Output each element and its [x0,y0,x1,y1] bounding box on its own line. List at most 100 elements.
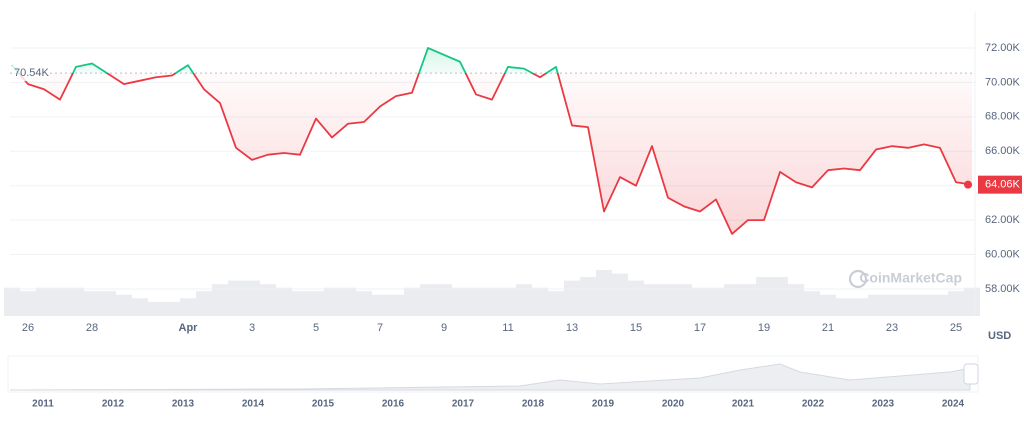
navigator-year: 2011 [32,399,54,410]
volume-bar [676,284,692,316]
plot-layer: 26 28 Apr 3 5 7 9 11 13 15 17 19 21 23 25 64.06K 70.54K [10,47,1022,334]
navigator-year: 2022 [802,399,825,410]
navigator-year: 2016 [382,399,405,410]
x-tick-label: 28 [86,322,98,334]
volume-bar [516,284,532,316]
navigator-area [9,363,971,391]
volume-bar [820,294,836,316]
volume-bar [4,287,20,316]
y-axis-label: USD [988,330,1011,342]
baseline-label: 70.54K [14,67,50,79]
y-tick-label: 72.00K [985,42,1021,54]
baseline-area [12,47,972,234]
volume-bar [564,280,580,316]
volume-bar [836,298,852,316]
volume-bar [260,284,276,316]
x-tick-label: 19 [758,322,770,334]
volume-bar [164,301,180,316]
volume-bar [292,291,308,316]
x-tick-label: Apr [179,322,199,334]
volume-bar [868,294,884,316]
volume-bar [596,270,612,316]
volume-bar [324,287,340,316]
x-tick-label: 23 [886,322,898,334]
x-tick-label: 3 [249,322,255,334]
x-tick-label: 9 [441,322,447,334]
volume-bar [964,287,980,316]
navigator-years: 2011 2012 2013 2014 2015 2016 2017 2018 2019 2020… [32,399,964,410]
volume-bar [804,291,820,316]
volume-bar [692,287,708,316]
volume-bar [388,294,404,316]
last-point [964,180,972,189]
navigator-year: 2014 [242,399,265,410]
volume-bar [148,301,164,316]
volume-bar [212,284,228,316]
volume-bar [340,287,356,316]
volume-bar [356,291,372,316]
volume-bar [644,284,660,316]
volume-bar [548,291,564,316]
watermark-logo [848,269,868,289]
volume-bar [452,287,468,316]
navigator-year: 2023 [872,399,895,410]
baseline-label-bg [12,65,48,82]
x-tick-label: 7 [377,322,383,334]
volume-bar [276,287,292,316]
navigator-year: 2013 [172,399,195,410]
volume-bar [612,273,628,316]
navigator-year: 2020 [662,399,685,410]
x-tick-label: 17 [694,322,706,334]
y-tick-label: 66.00K [985,145,1021,157]
volume-layer [4,270,980,316]
volume-bar [52,287,68,316]
volume-bar [372,294,388,316]
volume-bar [180,298,196,316]
volume-bar [708,287,724,316]
navigator-year: 2021 [732,399,755,410]
volume-bar [244,280,260,316]
navigator-year: 2024 [942,399,965,410]
volume-bar [948,291,964,316]
volume-bar [420,284,436,316]
y-tick-label: 70.00K [985,76,1021,88]
volume-bar [772,277,788,316]
volume-bar [532,287,548,316]
x-tick-label: 26 [22,322,34,334]
x-tick-label: 5 [313,322,319,334]
navigator-year: 2017 [452,399,475,410]
x-tick-label: 13 [566,322,578,334]
x-tick-label: 25 [950,322,962,334]
navigator-handle[interactable] [963,363,979,385]
x-tick-label: 11 [502,322,513,334]
volume-bar [852,298,868,316]
volume-bar [308,291,324,316]
volume-bar [484,287,500,316]
volume-bar [20,291,36,316]
navigator-year: 2019 [592,399,615,410]
navigator-year: 2018 [522,399,545,410]
volume-bar [436,284,452,316]
volume-bar [756,277,772,316]
end-label-box [978,175,1022,194]
x-tick-label: 21 [822,322,834,334]
volume-bar [788,284,804,316]
volume-bar [500,287,516,316]
volume-bar [228,280,244,316]
x-tick-label: 15 [630,322,642,334]
volume-bar [932,294,948,316]
y-tick-label: 60.00K [985,248,1021,260]
volume-bar [84,291,100,316]
volume-bar [468,287,484,316]
volume-bar [628,280,644,316]
volume-bar [660,284,676,316]
y-tick-label: 62.00K [985,214,1021,226]
volume-bar [100,291,116,316]
y-tick-label: 68.00K [985,111,1021,123]
volume-bar [724,284,740,316]
volume-bar [116,294,132,316]
price-line [11,47,973,235]
volume-bar [580,277,596,316]
y-tick-label: 58.00K [985,283,1021,295]
navigator-year: 2015 [312,399,335,410]
